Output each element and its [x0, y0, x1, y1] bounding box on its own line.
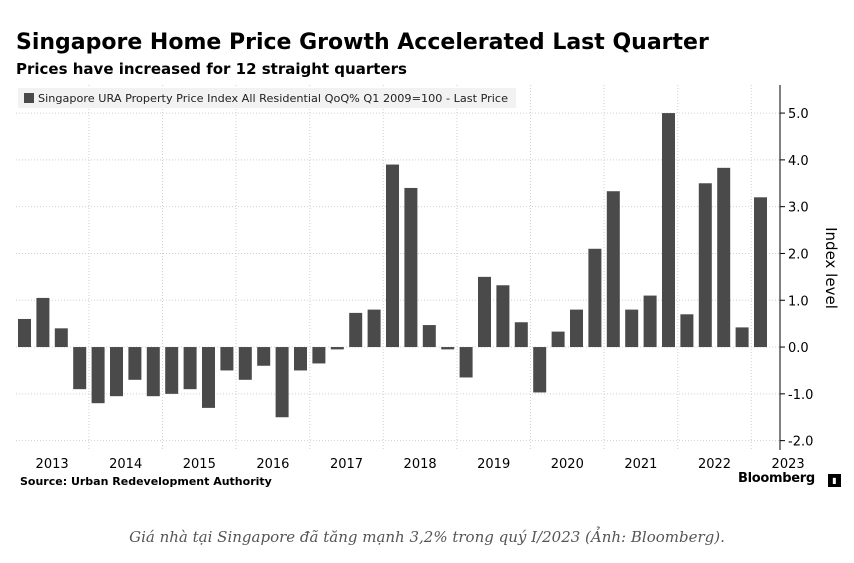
bar	[662, 113, 675, 348]
bar	[54, 328, 68, 348]
bloomberg-logo: Bloomberg	[738, 471, 815, 486]
bar	[698, 183, 712, 348]
y-tick-label: 5.0	[788, 107, 809, 122]
bar	[533, 347, 547, 393]
bar	[330, 347, 344, 350]
legend-label: Singapore URA Property Price Index All R…	[38, 92, 508, 105]
bar	[606, 191, 620, 348]
bar	[202, 347, 215, 408]
y-tick-label: -2.0	[788, 435, 813, 450]
bar	[404, 187, 418, 348]
x-axis-labels: 2013 2014 2015 2016 2017 2018 2019 2020 2021 2022…	[36, 457, 805, 472]
y-tick-label: 4.0	[788, 154, 809, 169]
bar	[643, 295, 657, 348]
x-tick-label: 2018	[404, 457, 437, 472]
chart-subtitle: Prices have increased for 12 straight qu…	[16, 60, 407, 78]
y-axis-label: Index level	[822, 227, 840, 309]
bars	[18, 113, 767, 418]
x-tick-label: 2019	[477, 457, 510, 472]
y-tick-label: -1.0	[788, 388, 813, 403]
bar	[496, 285, 510, 348]
bar	[165, 347, 179, 394]
source-note: Source: Urban Redevelopment Authority	[20, 475, 272, 488]
bar	[459, 347, 473, 378]
bar	[238, 347, 252, 380]
x-tick-label: 2014	[109, 457, 142, 472]
x-tick-label: 2015	[183, 457, 216, 472]
bar	[735, 327, 749, 348]
bar	[754, 197, 767, 348]
bar	[146, 347, 160, 397]
bar	[257, 347, 271, 366]
chart-icon: ▮	[828, 474, 841, 487]
bar	[588, 248, 602, 348]
bar	[18, 318, 31, 348]
bar	[349, 312, 363, 348]
bar	[680, 314, 694, 348]
bar	[36, 297, 50, 348]
bar	[625, 309, 639, 348]
bar	[367, 309, 381, 348]
bar	[73, 347, 87, 390]
bar	[514, 322, 528, 348]
legend-swatch	[24, 93, 34, 103]
chart: 5.04.03.02.01.00.0-1.0-2.0 2013 2014 2015 2…	[16, 85, 840, 472]
x-tick-label: 2021	[624, 457, 657, 472]
bar	[478, 276, 491, 348]
y-tick-label: 0.0	[788, 341, 809, 356]
legend-background	[18, 88, 516, 108]
bar	[551, 331, 565, 348]
bar	[91, 347, 105, 404]
bar	[386, 164, 399, 348]
x-tick-label: 2023	[772, 457, 805, 472]
image-caption: Giá nhà tại Singapore đã tăng mạnh 3,2% …	[129, 528, 725, 546]
y-tick-label: 3.0	[788, 201, 809, 216]
bar	[717, 167, 731, 348]
x-tick-label: 2013	[36, 457, 69, 472]
bar	[570, 309, 583, 348]
bar	[275, 347, 289, 418]
bar	[312, 347, 326, 364]
x-tick-label: 2022	[698, 457, 731, 472]
bar	[422, 325, 436, 348]
bar	[441, 347, 455, 350]
x-tick-label: 2017	[330, 457, 363, 472]
bar	[220, 347, 234, 371]
bar	[128, 347, 142, 380]
bar	[294, 347, 307, 371]
y-tick-label: 2.0	[788, 247, 809, 262]
bar	[110, 347, 123, 397]
x-tick-label: 2020	[551, 457, 584, 472]
bar	[183, 347, 197, 390]
x-tick-label: 2016	[256, 457, 289, 472]
legend: Singapore URA Property Price Index All R…	[18, 88, 516, 108]
y-axis: 5.0 4.0 3.0 2.0 1.0 0.0 -1.0 -2.0	[779, 85, 813, 450]
y-tick-label: 1.0	[788, 294, 809, 309]
chart-title: Singapore Home Price Growth Accelerated …	[16, 30, 709, 55]
